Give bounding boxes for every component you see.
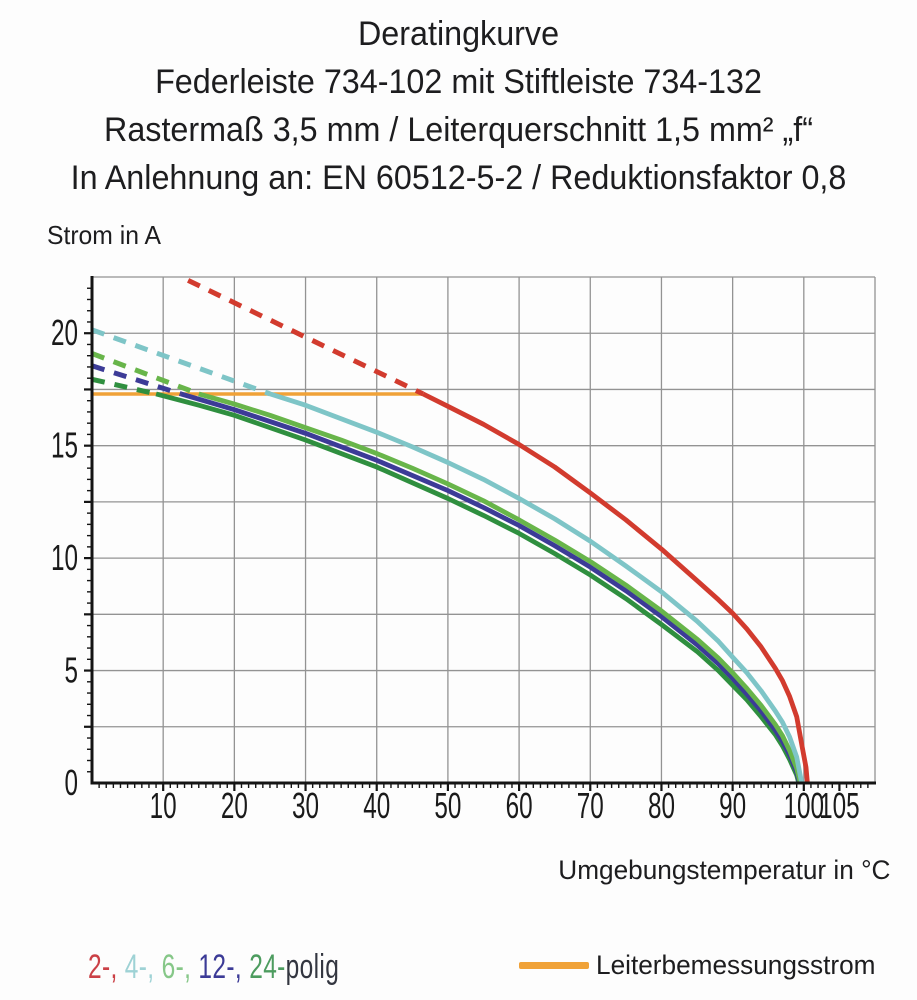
curve-24-polig [155,391,802,784]
y-tick-label: 15 [51,425,78,466]
x-tick-label: 100 [784,785,825,826]
x-tick-label: 80 [648,785,675,826]
curve-2-polig-dashed [187,278,425,397]
rated-current-line-swatch [519,962,589,969]
x-tick-label: 30 [292,785,319,826]
curve-4-polig-dashed [91,327,271,397]
curve-12-polig-dashed [91,363,182,397]
curve-4-polig [269,391,805,784]
title-subline-product: Federleiste 734-102 mit Stiftleiste 734-… [155,63,762,101]
title-subline-norm: In Anlehnung an: EN 60512-5-2 / Reduktio… [70,159,847,197]
legend-pole-item: 4-, [124,948,162,986]
curve-24-polig-dashed [91,376,157,397]
legend-pole-item: 12-, [198,948,250,986]
legend-pole-item: polig [285,948,340,986]
x-tick-label: 70 [577,785,604,826]
curve-12-polig [180,391,802,784]
x-tick-label: 10 [150,785,177,826]
x-tick-label: 105 [819,785,860,826]
rated-current-legend-label: Leiterbemessungsstrom [596,950,876,980]
curve-6-polig [198,391,803,784]
legend-pole-item: 6-, [161,948,199,986]
legend-pole-item: 2-, [88,948,125,986]
y-tick-label: 10 [51,537,78,578]
x-tick-label: 60 [506,785,533,826]
chart-title: Deratingkurve [357,15,560,53]
x-axis-label: Umgebungstemperatur in °C [557,855,890,885]
poles-legend: 2-, 4-, 6-, 12-, 24-polig [88,948,339,987]
x-tick-label: 50 [434,785,461,826]
y-tick-label: 20 [51,312,78,353]
curve-2-polig [421,391,810,784]
x-tick-label: 40 [363,785,390,826]
y-tick-label: 5 [65,650,79,691]
curve-6-polig-dashed [91,351,200,397]
legend-pole-item: 24- [249,948,286,986]
x-tick-label: 20 [221,785,248,826]
y-axis-label: Strom in A [47,220,161,250]
title-block: Deratingkurve Federleiste 734-102 mit St… [0,10,917,202]
y-tick-label: 0 [65,762,79,803]
title-subline-spec: Rastermaß 3,5 mm / Leiterquerschnitt 1,5… [104,111,813,149]
x-tick-label: 90 [719,785,746,826]
